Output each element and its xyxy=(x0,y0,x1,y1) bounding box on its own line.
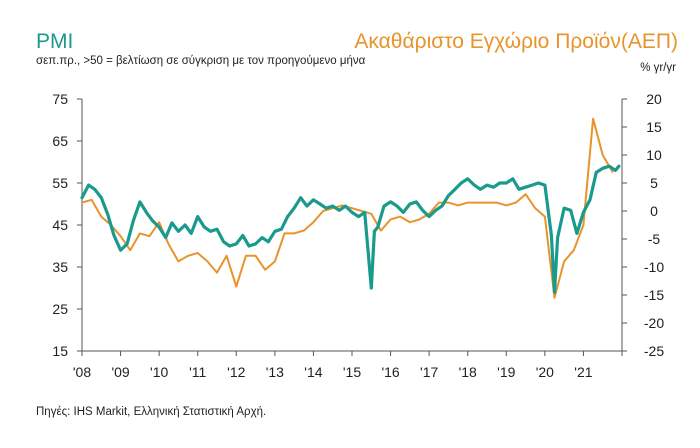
x-tick-label: '09 xyxy=(111,364,129,380)
y-right-tick-label: -5 xyxy=(648,231,661,247)
y-left-tick-label: 65 xyxy=(52,133,68,149)
pmi-title: PMI xyxy=(36,30,74,53)
gdp-unit-label: % γr/γr xyxy=(640,62,676,74)
y-right-tick-label: 20 xyxy=(646,91,662,107)
y-right-tick-label: -15 xyxy=(644,287,664,303)
pmi-subtitle: σεπ.πρ., >50 = βελτίωση σε σύγκριση με τ… xyxy=(36,55,366,67)
x-tick-label: '20 xyxy=(536,364,554,380)
y-left-tick-label: 25 xyxy=(52,301,68,317)
y-left-tick-label: 75 xyxy=(52,91,68,107)
y-left-tick-label: 55 xyxy=(52,175,68,191)
x-tick-label: '17 xyxy=(420,364,438,380)
x-tick-label: '13 xyxy=(266,364,284,380)
x-tick-label: '21 xyxy=(574,364,592,380)
y-left-tick-label: 35 xyxy=(52,259,68,275)
x-tick-label: '19 xyxy=(497,364,515,380)
y-right-tick-label: -20 xyxy=(644,315,664,331)
y-left-tick-label: 15 xyxy=(52,343,68,359)
y-left-tick-label: 45 xyxy=(52,217,68,233)
x-tick-label: '15 xyxy=(343,364,361,380)
source-note: Πηγές: IHS Markit, Ελληνική Στατιστική Α… xyxy=(36,406,267,418)
gdp-title: Ακαθάριστο Εγχώριο Προϊόν(ΑΕΠ) xyxy=(354,30,678,53)
y-right-tick-label: 5 xyxy=(650,175,658,191)
y-right-tick-label: 0 xyxy=(650,203,658,219)
y-right-tick-label: 10 xyxy=(646,147,662,163)
x-tick-label: '10 xyxy=(150,364,168,380)
pmi-series-line xyxy=(80,164,621,294)
y-right-tick-label: -25 xyxy=(644,343,664,359)
y-right-tick-label: 15 xyxy=(646,119,662,135)
x-tick-label: '12 xyxy=(227,364,245,380)
x-tick-label: '18 xyxy=(459,364,477,380)
x-tick-label: '11 xyxy=(189,364,206,380)
x-tick-label: '16 xyxy=(381,364,399,380)
x-tick-label: '14 xyxy=(304,364,322,380)
y-right-tick-label: -10 xyxy=(644,259,664,275)
x-tick-label: '08 xyxy=(73,364,91,380)
